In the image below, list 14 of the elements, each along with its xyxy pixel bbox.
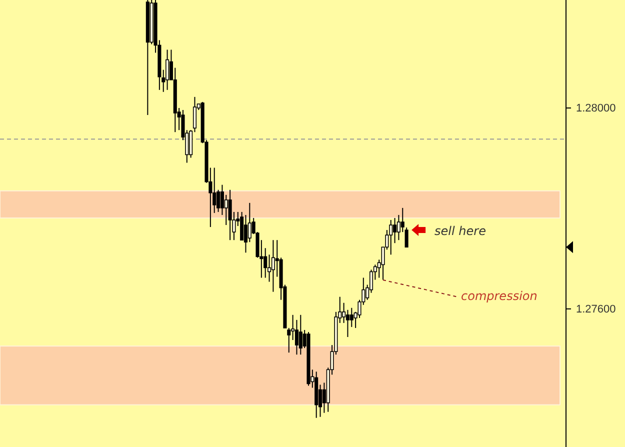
candlestick <box>298 314 302 356</box>
annotation: compression <box>461 289 538 303</box>
candlestick <box>294 319 298 356</box>
candlestick <box>400 207 404 233</box>
annotation: sell here <box>434 224 486 238</box>
y-tick-label: 1.27600 <box>576 303 616 316</box>
candlestick <box>166 49 170 90</box>
candlestick <box>287 327 291 354</box>
candlestick <box>393 217 397 244</box>
candlestick <box>228 189 232 241</box>
candlestick <box>271 240 275 292</box>
y-tick-label: 1.28000 <box>576 102 616 115</box>
candlestick <box>404 227 408 248</box>
candlestick <box>350 307 354 328</box>
